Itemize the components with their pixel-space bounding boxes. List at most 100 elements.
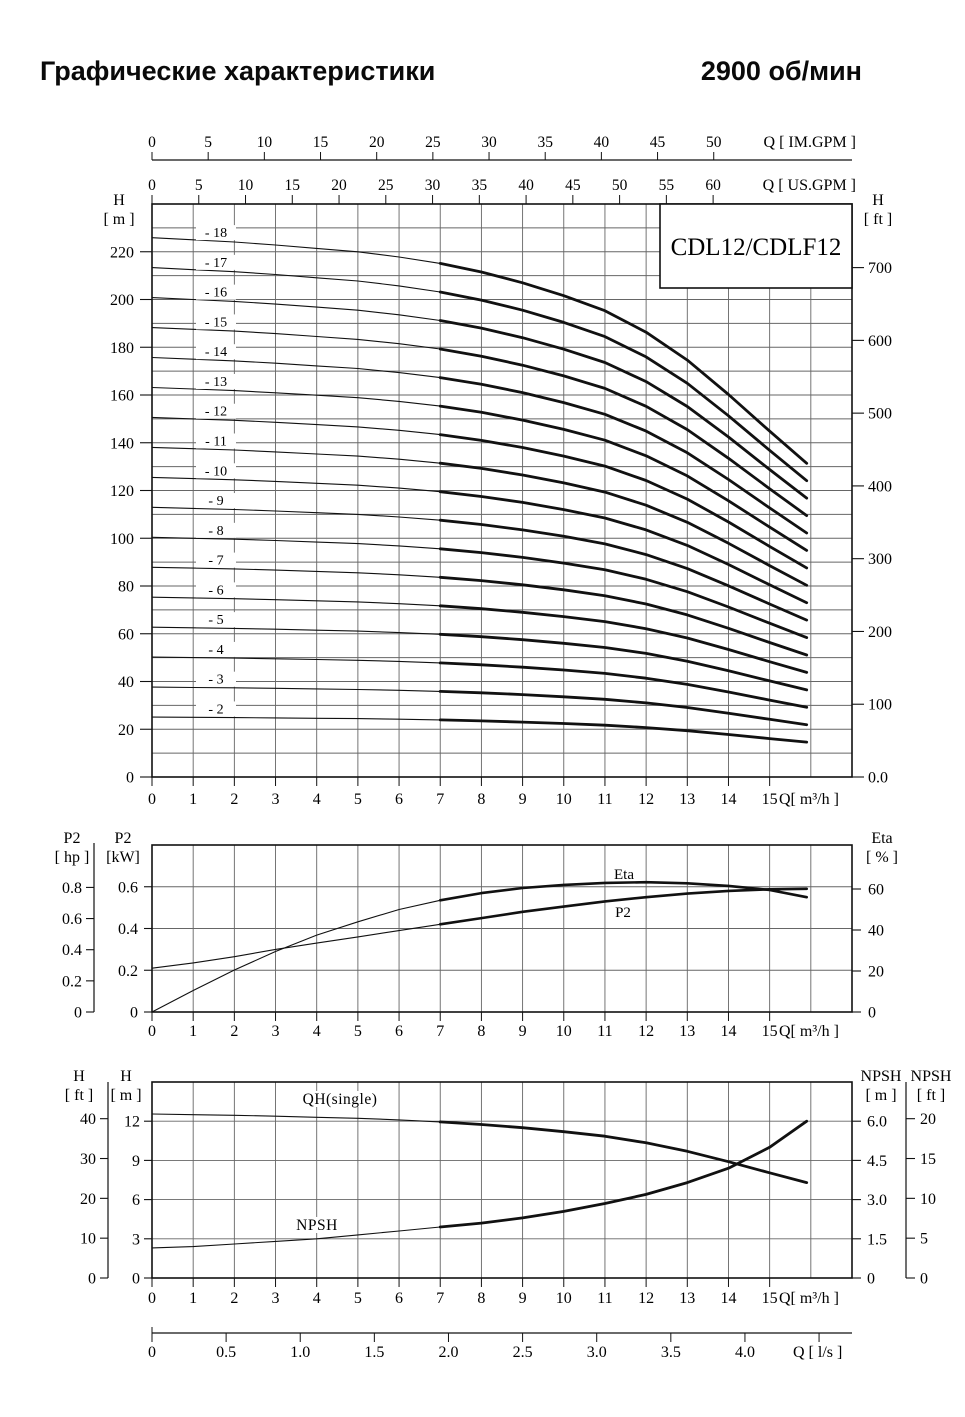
curve-stage-10-thin — [151, 476, 441, 493]
p2-hp-axis-header: [ hp ] — [55, 849, 90, 866]
qh-single-curve-label: QH(single) — [303, 1091, 378, 1108]
y-tick-label: 700 — [868, 260, 892, 277]
x-tick-label: 45 — [565, 177, 581, 194]
stage-label: - 15 — [205, 315, 227, 330]
x-tick-label: 13 — [679, 1290, 695, 1307]
y-tick-label: 6 — [132, 1192, 140, 1209]
y-tick-label: 40 — [118, 674, 134, 691]
plot-border — [151, 1081, 853, 1279]
x-tick-label: 5 — [354, 791, 362, 808]
x-tick-label: 10 — [556, 1290, 572, 1307]
x-tick-label: 2 — [230, 1290, 238, 1307]
x-tick-label: 4 — [313, 1023, 321, 1040]
x-tick-label: 0.5 — [216, 1344, 236, 1361]
curve-stage-16 — [438, 319, 809, 500]
stage-label-bg — [196, 344, 236, 360]
curve-stage-13 — [438, 404, 809, 552]
y-tick-label: 140 — [110, 435, 134, 452]
y-tick-label: 0.4 — [118, 921, 138, 938]
eta-axis-header: [ % ] — [866, 849, 898, 866]
x-tick-label: 45 — [650, 134, 666, 151]
title-row: 2900 об/мин Графические характеристики — [0, 56, 965, 96]
x-tick-label: 11 — [597, 791, 612, 808]
x-tick-label: 7 — [436, 1290, 444, 1307]
x-tick-label: 9 — [519, 1023, 527, 1040]
y-tick-label: 500 — [868, 406, 892, 423]
x-tick-label: 2 — [230, 1023, 238, 1040]
x-tick-label: 40 — [518, 177, 534, 194]
x-tick-label: 13 — [679, 791, 695, 808]
x-tick-label: 20 — [369, 134, 385, 151]
curve-stage-10 — [438, 490, 809, 605]
y-tick-label: 30 — [80, 1151, 96, 1168]
h-ft-axis-header: H — [872, 192, 884, 209]
curve-stage-11 — [438, 461, 809, 587]
npsh-curve-label: NPSH — [296, 1217, 338, 1234]
x-unit-label: Q[ m³/h ] — [779, 1023, 839, 1040]
stage-label: - 13 — [205, 375, 227, 390]
lps-unit-label: Q [ l/s ] — [793, 1344, 842, 1361]
stage-label: - 18 — [205, 226, 227, 241]
x-tick-label: 6 — [395, 1023, 403, 1040]
x-tick-label: 6 — [395, 1290, 403, 1307]
y-tick-label: 80 — [118, 579, 134, 596]
x-tick-label: 10 — [238, 177, 254, 194]
stage-label-bg — [196, 403, 236, 419]
y-tick-label: 0 — [868, 1005, 876, 1022]
qh-single-label-bg — [287, 1091, 393, 1107]
x-tick-label: 12 — [638, 791, 654, 808]
p2-hp-axis-header: P2 — [64, 830, 81, 847]
stage-label: - 17 — [205, 256, 227, 271]
y-tick-label: 400 — [868, 478, 892, 495]
x-tick-label: 12 — [638, 1023, 654, 1040]
h-m-axis-header: H — [120, 1068, 132, 1085]
y-tick-label: 1.5 — [867, 1231, 887, 1248]
h-m-axis-header: [ m ] — [103, 211, 134, 228]
x-tick-label: 15 — [762, 1023, 778, 1040]
p2-curve-label: P2 — [615, 905, 631, 921]
page-title: Графические характеристики — [40, 56, 436, 86]
y-tick-label: 0.8 — [62, 880, 82, 897]
x-tick-label: 50 — [612, 177, 628, 194]
stage-label: - 3 — [208, 673, 223, 688]
stage-label: - 8 — [208, 524, 223, 539]
eta-curve-label: Eta — [614, 867, 634, 883]
x-tick-label: 60 — [705, 177, 721, 194]
x-tick-label: 7 — [436, 791, 444, 808]
curve-stage-6-thin — [151, 596, 441, 607]
h-m-axis-header: H — [113, 192, 125, 209]
y-tick-label: 0 — [88, 1271, 96, 1288]
y-tick-label: 15 — [920, 1151, 936, 1168]
x-tick-label: 13 — [679, 1023, 695, 1040]
x-tick-label: 9 — [519, 791, 527, 808]
x-unit-label: Q[ m³/h ] — [779, 1290, 839, 1307]
x-tick-label: 35 — [472, 177, 488, 194]
x-tick-label: 1.5 — [364, 1344, 384, 1361]
x-tick-label: 10 — [556, 1023, 572, 1040]
curve-stage-4 — [438, 661, 809, 709]
x-tick-label: 8 — [477, 1023, 485, 1040]
y-tick-label: 4.5 — [867, 1153, 887, 1170]
x-tick-label: 25 — [425, 134, 441, 151]
y-tick-label: 0.4 — [62, 942, 82, 959]
stage-label: - 10 — [205, 464, 227, 479]
x-tick-label: 15 — [285, 177, 301, 194]
y-tick-label: 3 — [132, 1231, 140, 1248]
npsh-m-axis-header: [ m ] — [865, 1087, 896, 1104]
y-tick-label: 40 — [80, 1111, 96, 1128]
x-unit-label: Q[ m³/h ] — [779, 791, 839, 808]
curve-stage-12-thin — [151, 416, 441, 436]
curve-stage-8 — [438, 547, 809, 639]
x-tick-label: 4 — [313, 791, 321, 808]
stage-label: - 12 — [205, 405, 227, 420]
x-tick-label: 3.0 — [587, 1344, 607, 1361]
x-tick-label: 1 — [189, 791, 197, 808]
x-tick-label: 9 — [519, 1290, 527, 1307]
stage-label-bg — [196, 493, 236, 509]
y-tick-label: 20 — [80, 1191, 96, 1208]
y-tick-label: 0.2 — [118, 963, 138, 980]
x-tick-label: 11 — [597, 1290, 612, 1307]
stage-label-bg — [196, 671, 236, 687]
us-gpm-unit-label: Q [ US.GPM ] — [763, 177, 856, 194]
